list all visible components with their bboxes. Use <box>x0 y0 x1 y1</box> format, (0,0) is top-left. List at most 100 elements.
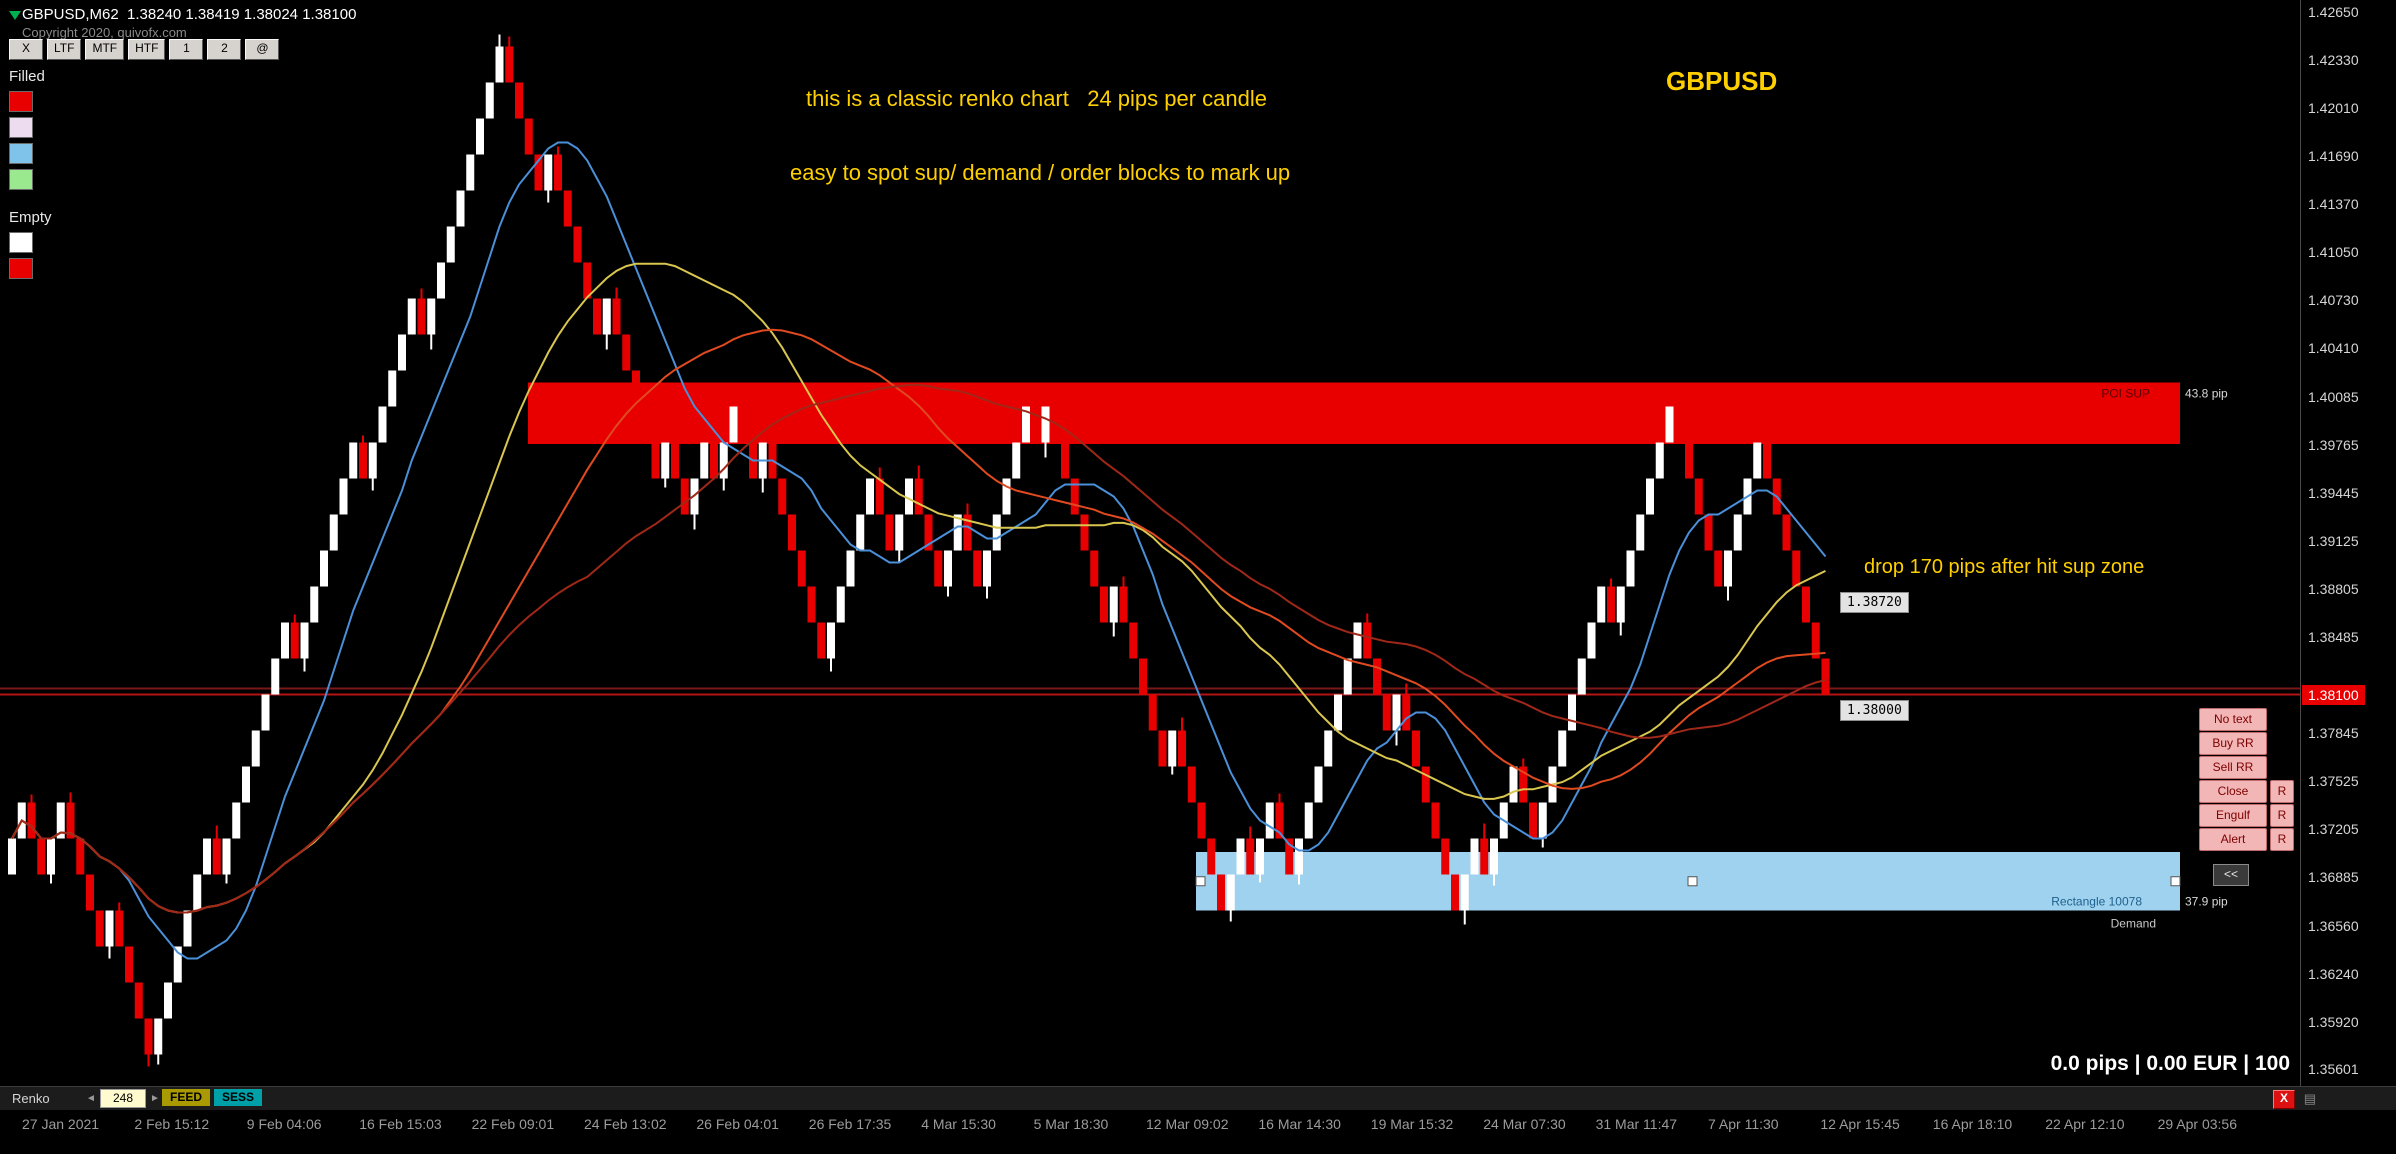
renko-brick <box>1148 694 1157 731</box>
price-axis-label: 1.42010 <box>2308 100 2359 116</box>
demand-zone-size-label: 37.9 pip <box>2185 895 2228 909</box>
renko-brick <box>797 550 806 587</box>
renko-brick <box>1509 766 1518 803</box>
renko-brick <box>885 514 894 551</box>
renko-brick <box>632 370 640 407</box>
price-tag[interactable]: 1.38000 <box>1840 699 1909 721</box>
ma-line-30 <box>11 262 1826 914</box>
renko-brick <box>1100 586 1108 623</box>
toolbar-button-1[interactable]: 1 <box>169 39 204 60</box>
chart-area[interactable]: POI SUP 43.8 pip Rectangle 10078 Demand 37.9… <box>0 0 2300 1086</box>
renko-brick <box>1061 442 1069 479</box>
renko-brick <box>1158 730 1167 767</box>
price-axis-label: 1.38805 <box>2308 580 2359 597</box>
renko-brick <box>144 1018 153 1055</box>
renko-brick <box>1168 730 1177 767</box>
spin-prev-icon[interactable]: ◄ <box>86 1093 96 1104</box>
renko-brick <box>203 838 211 875</box>
panel-row: Alert R <box>2199 828 2294 851</box>
copyright-text: Copyright 2020, quivofx.com <box>22 25 187 40</box>
time-axis-label: 12 Apr 15:45 <box>1820 1116 1900 1132</box>
close-r-button[interactable]: R <box>2270 780 2294 803</box>
price-axis-label: 1.41050 <box>2308 244 2359 260</box>
no-text-button[interactable]: No text <box>2199 708 2267 731</box>
renko-brick <box>1558 730 1567 767</box>
renko-brick <box>398 334 406 371</box>
legend-swatch <box>9 91 33 112</box>
renko-brick <box>368 442 377 479</box>
renko-brick <box>154 1018 163 1055</box>
toolbar-button-mtf[interactable]: MTF <box>85 39 125 60</box>
price-tag[interactable]: 1.38720 <box>1840 591 1909 613</box>
supply-zone[interactable] <box>528 382 2180 445</box>
renko-brick <box>1197 802 1206 839</box>
status-tag-sess[interactable]: SESS <box>214 1089 262 1106</box>
renko-brick <box>1324 730 1333 767</box>
alert-r-button[interactable]: R <box>2270 828 2294 851</box>
toolbar-button-ltf[interactable]: LTF <box>47 39 82 60</box>
ma-line-60 <box>11 383 1826 914</box>
renko-brick <box>1519 766 1528 803</box>
zone-handle[interactable] <box>1687 876 1698 887</box>
close-button[interactable]: Close <box>2199 780 2267 803</box>
renko-brick <box>1587 622 1596 659</box>
annotation-subtitle: easy to spot sup/ demand / order blocks … <box>790 160 1291 185</box>
demand-zone-name-label: Rectangle 10078 <box>2051 895 2142 909</box>
spin-next-icon[interactable]: ► <box>150 1093 160 1104</box>
renko-brick <box>515 82 523 119</box>
panel-row: Sell RR <box>2199 756 2267 779</box>
price-axis: 1.38100 1.42650 1.42330 1.42010 1.41690 1.41… <box>2300 0 2396 1086</box>
sell-rr-button[interactable]: Sell RR <box>2199 756 2267 779</box>
price-axis-label: 1.41370 <box>2308 196 2359 212</box>
engulf-button[interactable]: Engulf <box>2199 804 2267 827</box>
toolbar-button-@[interactable]: @ <box>245 39 280 60</box>
renko-brick <box>27 802 36 839</box>
renko-brick <box>1382 694 1391 731</box>
renko-brick <box>1480 838 1489 875</box>
toolbar-button-htf[interactable]: HTF <box>128 39 166 60</box>
time-axis-label: 29 Apr 03:56 <box>2157 1116 2237 1132</box>
renko-brick <box>1733 514 1742 551</box>
renko-brick <box>1714 550 1723 587</box>
renko-brick <box>320 550 328 587</box>
buy-rr-button[interactable]: Buy RR <box>2199 732 2267 755</box>
renko-brick <box>544 154 553 191</box>
renko-brick <box>1285 838 1294 875</box>
renko-brick <box>222 838 231 875</box>
status-tag-feed[interactable]: FEED <box>162 1089 210 1106</box>
renko-brick <box>1295 838 1303 875</box>
renko-brick <box>1314 766 1323 803</box>
renko-brick <box>1031 406 1040 443</box>
close-button[interactable]: X <box>2273 1090 2295 1109</box>
alert-button[interactable]: Alert <box>2199 828 2267 851</box>
renko-brick <box>271 658 280 695</box>
renko-brick <box>164 982 172 1019</box>
price-axis-label: 1.36240 <box>2308 965 2359 982</box>
renko-brick <box>1421 766 1430 803</box>
renko-brick <box>193 874 202 911</box>
renko-brick <box>1685 442 1693 479</box>
price-axis-label: 1.40085 <box>2308 388 2359 405</box>
renko-brick <box>992 514 1001 551</box>
renko-brick <box>1597 586 1606 623</box>
time-axis-label: 16 Mar 14:30 <box>1258 1116 1341 1132</box>
zone-handle[interactable] <box>1195 876 1206 887</box>
renko-brick <box>437 262 445 299</box>
renko-brick <box>1724 550 1732 587</box>
renko-brick <box>1275 802 1284 839</box>
brick-size-spinbox[interactable]: 248 <box>100 1089 146 1108</box>
zone-handle[interactable] <box>2170 876 2181 887</box>
panel-collapse-button[interactable]: << <box>2213 864 2249 886</box>
demand-zone-label: Demand <box>2111 917 2156 931</box>
renko-brick <box>105 910 114 947</box>
legend-swatch <box>9 232 33 253</box>
price-axis-label: 1.42650 <box>2308 4 2359 20</box>
renko-brick <box>729 406 738 443</box>
renko-brick <box>495 46 504 83</box>
toolbar-button-2[interactable]: 2 <box>207 39 242 60</box>
time-axis-label: 31 Mar 11:47 <box>1595 1116 1678 1132</box>
toolbar-button-x[interactable]: X <box>9 39 43 60</box>
renko-brick <box>1090 550 1099 587</box>
engulf-r-button[interactable]: R <box>2270 804 2294 827</box>
